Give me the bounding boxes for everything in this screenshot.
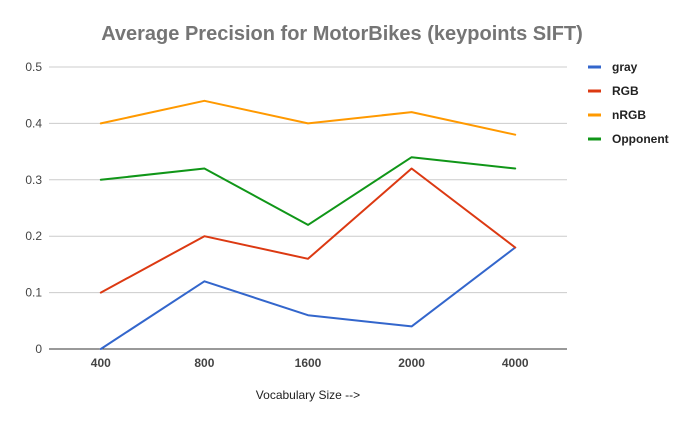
x-tick-label: 2000 xyxy=(398,356,425,370)
y-tick-label: 0.3 xyxy=(25,173,42,187)
legend-label-gray: gray xyxy=(612,60,638,74)
y-tick-label: 0.5 xyxy=(25,60,42,74)
series-line-gray xyxy=(99,246,517,350)
series-line-opponent xyxy=(99,156,517,226)
x-tick-label: 400 xyxy=(91,356,111,370)
legend-label-opponent: Opponent xyxy=(612,132,669,146)
y-tick-label: 0.1 xyxy=(25,286,42,300)
series-line-rgb xyxy=(99,167,517,294)
y-tick-label: 0 xyxy=(35,342,42,356)
chart-title: Average Precision for MotorBikes (keypoi… xyxy=(101,23,583,45)
gridlines xyxy=(49,66,567,350)
legend-label-nrgb: nRGB xyxy=(612,108,646,122)
x-tick-label: 800 xyxy=(194,356,214,370)
series-lines xyxy=(99,99,517,350)
legend: gray RGB nRGB Opponent xyxy=(588,60,669,146)
x-tick-label: 1600 xyxy=(295,356,322,370)
x-tick-label: 4000 xyxy=(502,356,529,370)
series-line-nrgb xyxy=(99,99,517,136)
y-tick-label: 0.4 xyxy=(25,116,42,130)
legend-label-rgb: RGB xyxy=(612,84,639,98)
x-axis-label: Vocabulary Size --> xyxy=(256,388,360,402)
x-axis-ticks: 400 800 1600 2000 4000 xyxy=(91,356,529,370)
y-axis-ticks: 0 0.1 0.2 0.3 0.4 0.5 xyxy=(25,60,42,356)
y-tick-label: 0.2 xyxy=(25,229,42,243)
